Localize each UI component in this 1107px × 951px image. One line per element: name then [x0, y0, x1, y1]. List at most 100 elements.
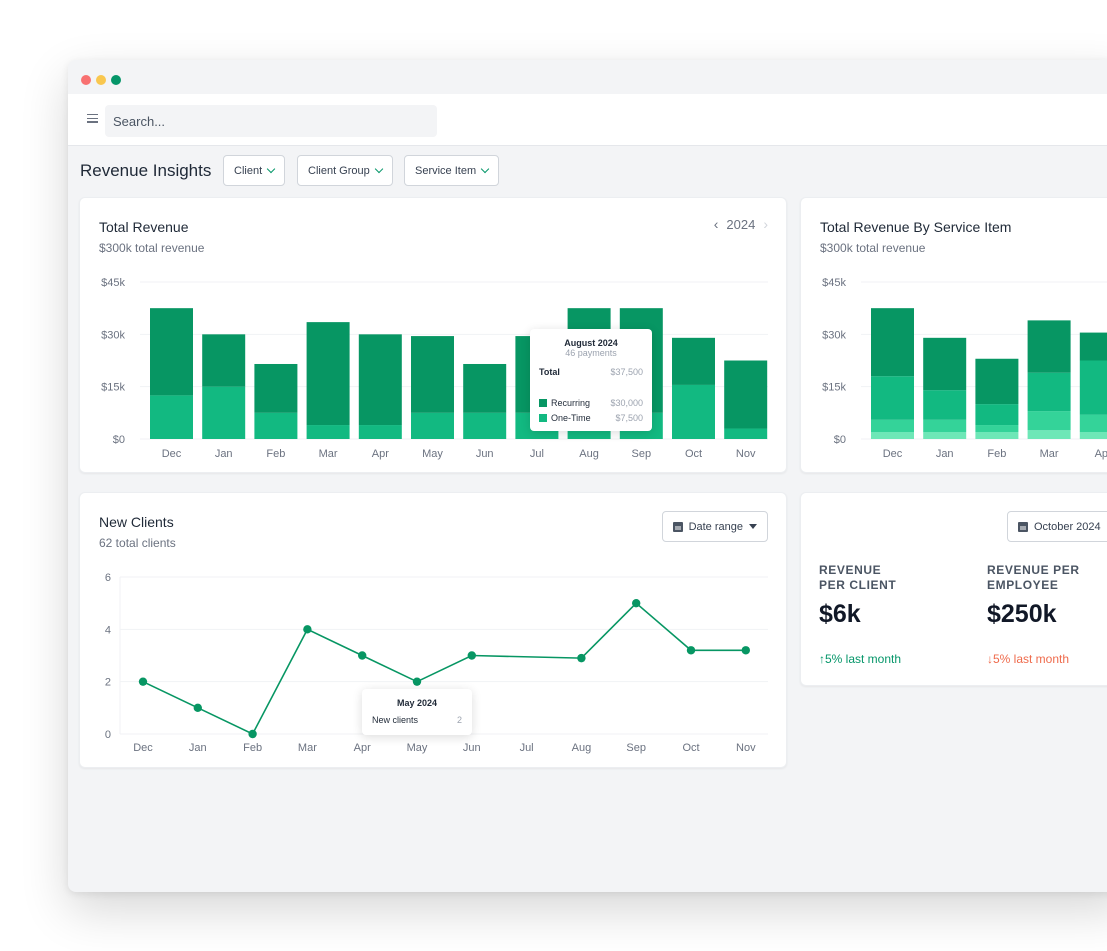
y-tick-label: $45k — [822, 277, 846, 289]
data-point — [303, 625, 312, 634]
x-tick-label: Feb — [987, 448, 1006, 460]
delta-text: 5% last month — [825, 652, 902, 666]
chevron-right-icon[interactable]: › — [763, 216, 768, 232]
bar-segment — [411, 336, 454, 413]
y-tick-label: $45k — [101, 277, 125, 289]
chevron-left-icon[interactable]: ‹ — [713, 216, 719, 232]
bar-segment — [871, 308, 914, 377]
bar-segment — [672, 384, 715, 439]
tooltip-label: New clients — [372, 715, 419, 725]
x-tick-label: Sep — [632, 448, 652, 460]
chevron-down-icon — [266, 164, 276, 174]
close-window-button[interactable] — [81, 75, 91, 85]
date-range-button[interactable]: Date range — [661, 511, 768, 542]
data-point — [138, 677, 148, 686]
total-revenue-chart: $0 $15k $30k $45k Dec Jan Feb Mar Apr May Jun Jul Au… — [101, 277, 768, 460]
data-point — [741, 646, 750, 655]
tooltip-title: August 2024 — [564, 338, 618, 348]
arrow-up-icon: ↑ — [819, 652, 825, 666]
client-filter-label: Client — [234, 164, 263, 177]
year-label: 2024 — [726, 216, 756, 232]
x-tick-label: Ap — [1095, 448, 1107, 460]
bar-segment — [202, 386, 246, 439]
x-tick-label: Nov — [736, 742, 756, 754]
chevron-down-icon — [480, 164, 490, 174]
y-tick-label: $30k — [822, 329, 846, 341]
service-item-filter-label: Service Item — [415, 164, 477, 177]
x-tick-label: May — [422, 448, 443, 460]
total-revenue-card: Total Revenue $300k total revenue ‹ 2024… — [79, 197, 787, 473]
x-tick-label: Jun — [476, 448, 494, 460]
bar-segment — [358, 425, 402, 439]
bar-segment — [923, 419, 967, 433]
bar-segment — [724, 360, 768, 429]
card-title: Total Revenue — [99, 219, 189, 235]
bar-segment — [975, 425, 1019, 433]
bar-segment — [672, 337, 715, 385]
x-tick-label: Mar — [298, 742, 317, 754]
label-line: REVENUE PER — [987, 563, 1080, 577]
x-tick-label: Feb — [243, 742, 262, 754]
x-tick-label: Apr — [372, 448, 389, 460]
x-tick-label: Jan — [936, 448, 954, 460]
card-subtitle: 62 total clients — [99, 536, 176, 550]
label-line: REVENUE — [819, 563, 882, 577]
label-line: PER CLIENT — [819, 578, 897, 592]
data-point — [358, 651, 367, 660]
data-point — [467, 651, 476, 660]
x-tick-label: Aug — [579, 448, 599, 460]
bar-segment — [463, 363, 507, 413]
revenue-tooltip: August 2024 46 payments Total $37,500 Re… — [530, 329, 652, 431]
data-point — [686, 646, 696, 655]
bar-segment — [975, 404, 1019, 426]
month-picker-button[interactable]: October 2024 — [1007, 511, 1107, 542]
service-item-filter-button[interactable]: Service Item — [404, 155, 500, 186]
month-label: October 2024 — [1034, 520, 1101, 533]
client-filter-button[interactable]: Client — [223, 155, 286, 186]
date-range-label: Date range — [688, 520, 743, 533]
minimize-window-button[interactable] — [96, 75, 106, 85]
x-tick-label: Nov — [736, 448, 756, 460]
bar-segment — [871, 419, 914, 433]
x-tick-label: Feb — [266, 448, 285, 460]
tooltip-title: May 2024 — [396, 698, 438, 708]
year-navigator: ‹ 2024 › — [714, 216, 768, 232]
data-point — [632, 598, 641, 608]
service-item-revenue-card: Total Revenue By Service Item $300k tota… — [800, 197, 1107, 473]
y-tick-label: $0 — [834, 434, 846, 446]
service-item-chart: $0 $15k $30k $45k Dec Jan Feb Mar Ap — [822, 277, 1107, 460]
revenue-per-client-delta: ↑5% last month — [819, 652, 901, 666]
tooltip-recurring-value: $30,000 — [610, 398, 643, 408]
y-tick-label: 6 — [105, 572, 111, 584]
search-input[interactable] — [105, 105, 437, 137]
delta-text: 5% last month — [993, 652, 1070, 666]
client-group-filter-button[interactable]: Client Group — [297, 155, 393, 186]
x-tick-label: Dec — [883, 448, 903, 460]
label-line: EMPLOYEE — [987, 578, 1059, 592]
bar-segment — [975, 358, 1019, 405]
tooltip-total-value: $37,500 — [610, 367, 643, 377]
bar-segment — [306, 322, 350, 426]
x-tick-label: Sep — [626, 742, 646, 754]
bar-segment — [975, 432, 1019, 439]
card-subtitle: $300k total revenue — [820, 241, 926, 255]
client-group-filter-label: Client Group — [308, 164, 370, 177]
bar-segment — [254, 412, 298, 439]
y-tick-label: 2 — [105, 677, 111, 689]
y-tick-label: 4 — [105, 624, 111, 636]
x-tick-label: Oct — [685, 448, 702, 460]
x-tick-label: Dec — [162, 448, 182, 460]
bar-segment — [923, 337, 967, 391]
bar-segment — [1027, 430, 1071, 439]
x-tick-label: Jul — [520, 742, 534, 754]
bar-segment — [923, 432, 967, 439]
maximize-window-button[interactable] — [111, 75, 121, 85]
x-tick-label: Jun — [463, 742, 481, 754]
y-tick-label: $30k — [101, 329, 125, 341]
one-time-swatch — [539, 414, 547, 422]
data-point — [193, 703, 202, 713]
x-tick-label: Jul — [530, 448, 544, 460]
hamburger-icon[interactable] — [87, 114, 98, 123]
x-tick-label: Jan — [189, 742, 207, 754]
card-subtitle: $300k total revenue — [99, 241, 205, 255]
